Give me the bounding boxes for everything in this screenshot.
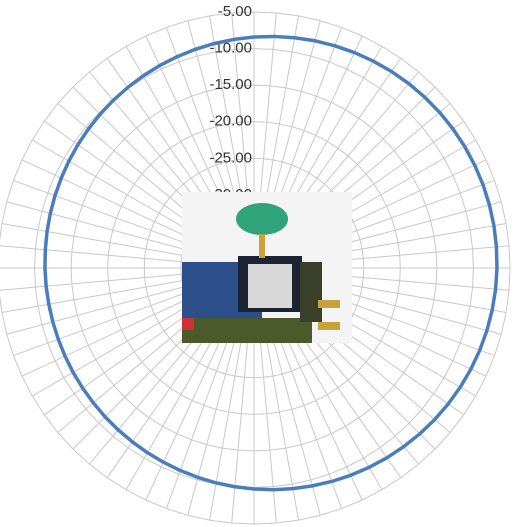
r-tick-label: -25.00 <box>209 149 252 166</box>
grid-ring <box>107 121 401 415</box>
grid-ring <box>70 84 438 452</box>
photo-sma <box>318 322 340 330</box>
photo-stem <box>259 234 265 258</box>
photo-chip <box>248 264 292 308</box>
series-line <box>43 34 499 492</box>
grid-ring <box>0 11 511 525</box>
r-tick-label: -15.00 <box>209 76 252 93</box>
photo-side <box>300 262 322 322</box>
r-tick-label: -20.00 <box>209 113 252 130</box>
photo-sma <box>318 300 340 308</box>
device-photo <box>182 192 352 343</box>
photo-connector <box>182 318 194 330</box>
series <box>43 34 499 492</box>
photo-base <box>182 318 312 343</box>
photo-antenna <box>236 203 288 235</box>
r-tick-label: -5.00 <box>218 3 252 20</box>
